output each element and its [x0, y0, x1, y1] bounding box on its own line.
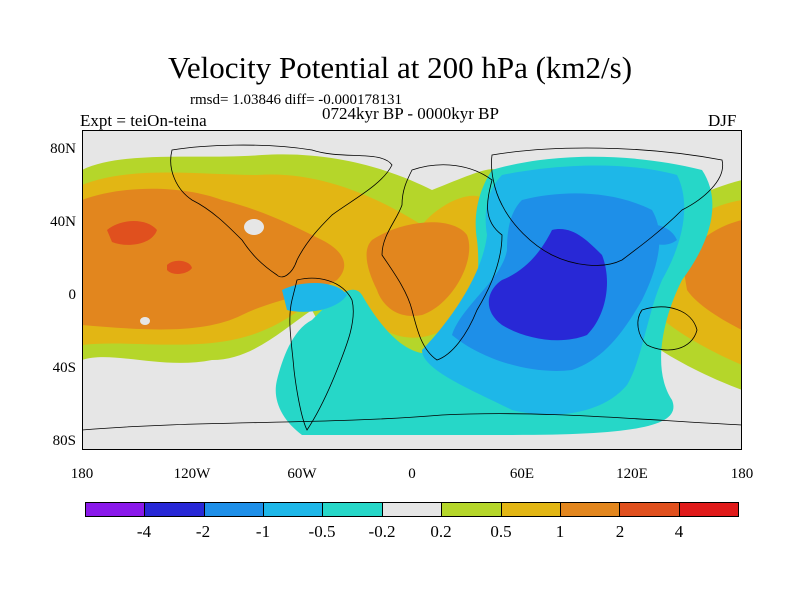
- colorbar-label: -2: [195, 522, 211, 541]
- lat-label-40n: 40N: [50, 214, 76, 230]
- lon-label-180w: 180: [70, 466, 94, 482]
- lat-label-80s: 80S: [52, 433, 76, 449]
- lat-label-80n: 80N: [50, 141, 76, 157]
- australia-outline: [637, 306, 698, 351]
- lon-label-60w: 60W: [287, 466, 317, 482]
- colorbar-label: -4: [136, 522, 152, 541]
- colorbar-swatch: [560, 503, 621, 516]
- colorbar-label: 0.2: [430, 522, 452, 541]
- chart-title: Velocity Potential at 200 hPa (km2/s): [167, 50, 633, 85]
- asia-outline: [491, 147, 724, 266]
- europe-africa-outline: [381, 164, 503, 361]
- neutral-patch-north-atlantic: [244, 219, 264, 235]
- antarctica-outline: [82, 413, 742, 431]
- colorbar-swatch: [86, 503, 146, 516]
- period-label: 0724kyr BP - 0000kyr BP: [322, 104, 499, 123]
- colorbar-swatch: [382, 503, 443, 516]
- colorbar-swatch: [264, 503, 324, 516]
- colorbar-label: -0.5: [308, 522, 336, 541]
- south-america-outline: [289, 277, 354, 431]
- velocity-potential-map: [82, 130, 742, 450]
- colorbar-swatch: [620, 503, 680, 516]
- negative-region-2-4: [488, 229, 607, 341]
- colorbar-label: 0.5: [490, 522, 512, 541]
- lat-label-0: 0: [68, 287, 77, 303]
- lon-label-0: 0: [408, 466, 416, 482]
- colorbar-label: -1: [255, 522, 271, 541]
- lon-label-60e: 60E: [509, 466, 535, 482]
- colorbar-swatch: [204, 503, 265, 516]
- colorbar-swatch: [679, 503, 738, 516]
- north-america-outline: [170, 144, 393, 278]
- lon-label-120w: 120W: [173, 466, 211, 482]
- positive-region-2-4: [107, 221, 192, 274]
- lon-label-180e: 180: [730, 466, 754, 482]
- positive-region-1-2: [82, 188, 470, 330]
- colorbar-label: 2: [615, 522, 625, 541]
- colorbar: [85, 502, 739, 517]
- coastlines: [82, 144, 742, 431]
- colorbar-swatch: [442, 503, 502, 516]
- colorbar-label: 1: [555, 522, 565, 541]
- experiment-label: Expt = teiOn-teina: [80, 111, 207, 130]
- colorbar-swatch: [323, 503, 383, 516]
- lat-label-40s: 40S: [52, 360, 76, 376]
- stats-label: rmsd= 1.03846 diff= -0.000178131: [190, 92, 403, 108]
- neutral-patch-pacific: [140, 317, 150, 325]
- colorbar-label: -0.2: [368, 522, 396, 541]
- season-label: DJF: [708, 111, 737, 130]
- colorbar-label: 4: [674, 522, 684, 541]
- colorbar-swatch: [145, 503, 205, 516]
- map-frame: [82, 130, 742, 450]
- colorbar-swatch: [501, 503, 561, 516]
- lon-label-120e: 120E: [616, 466, 648, 482]
